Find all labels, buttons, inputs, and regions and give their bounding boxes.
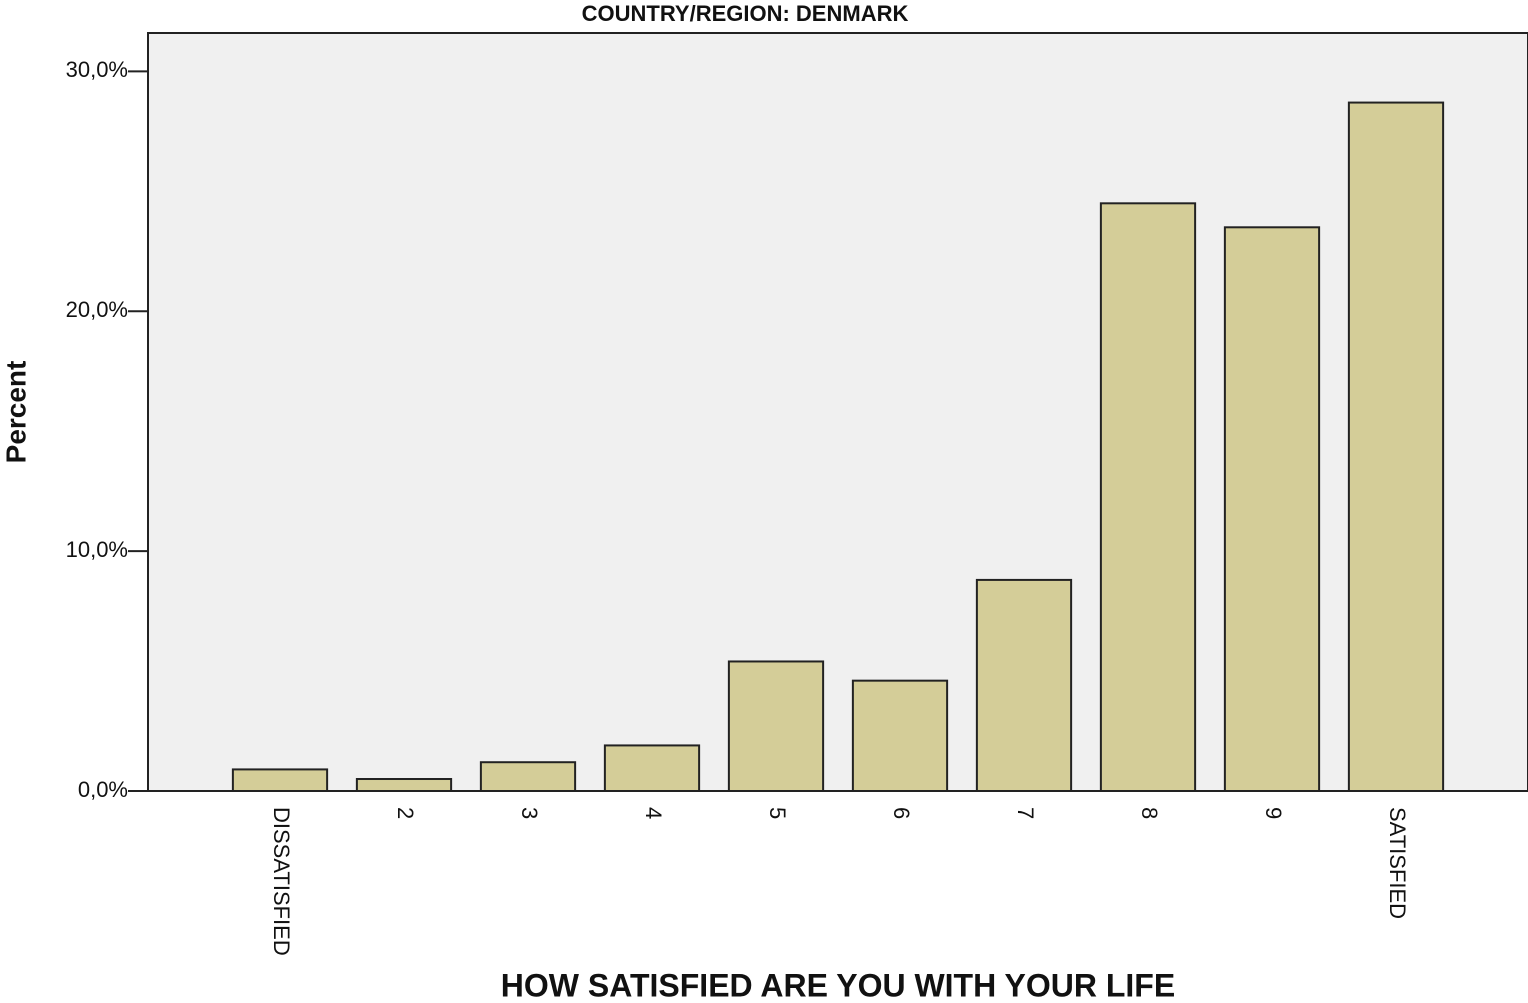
- bar: [851, 679, 949, 792]
- bar: [603, 744, 701, 793]
- bar: [1099, 202, 1197, 792]
- x-tick-label: DISSATISFIED: [269, 807, 294, 956]
- bar: [975, 578, 1073, 792]
- y-tick-label: 30,0%: [66, 57, 128, 82]
- bar: [1223, 226, 1321, 792]
- bar: [231, 768, 329, 792]
- y-tick-label: 0,0%: [78, 777, 128, 802]
- x-tick-label: 7: [1013, 807, 1038, 819]
- y-tick-label: 10,0%: [66, 537, 128, 562]
- bar: [355, 778, 453, 793]
- x-tick-label: 4: [641, 807, 666, 819]
- x-tick-label: SATISFIED: [1385, 807, 1410, 919]
- bar: [1347, 101, 1445, 792]
- plot-area: [147, 32, 1528, 792]
- x-tick-label: 6: [889, 807, 914, 819]
- x-axis-label: HOW SATISFIED ARE YOU WITH YOUR LIFE: [501, 967, 1175, 1003]
- bar: [727, 660, 825, 793]
- x-tick-label: 8: [1137, 807, 1162, 819]
- x-tick-label: 3: [517, 807, 542, 819]
- y-tick-label: 20,0%: [66, 297, 128, 322]
- x-tick-label: 9: [1261, 807, 1286, 819]
- y-axis-label: Percent: [0, 361, 31, 464]
- chart-title: COUNTRY/REGION: DENMARK: [582, 1, 909, 26]
- x-tick-label: 5: [765, 807, 790, 819]
- x-tick-label: 2: [393, 807, 418, 819]
- bar: [479, 761, 577, 793]
